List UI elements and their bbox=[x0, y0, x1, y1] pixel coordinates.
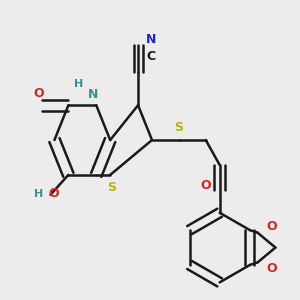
Text: H: H bbox=[74, 79, 83, 89]
Text: O: O bbox=[266, 220, 277, 233]
Text: O: O bbox=[48, 187, 59, 200]
Text: O: O bbox=[266, 262, 277, 275]
Text: S: S bbox=[107, 181, 116, 194]
Text: O: O bbox=[200, 179, 211, 192]
Text: N: N bbox=[146, 33, 156, 46]
Text: C: C bbox=[146, 50, 156, 63]
Text: S: S bbox=[174, 121, 183, 134]
Text: O: O bbox=[33, 87, 44, 100]
Text: H: H bbox=[34, 189, 43, 199]
Text: N: N bbox=[88, 88, 98, 101]
